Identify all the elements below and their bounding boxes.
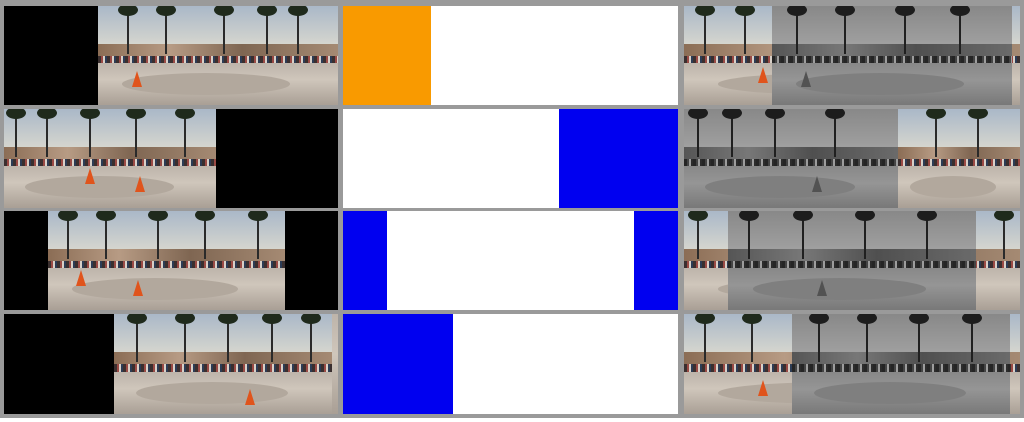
blue-mask-region — [634, 211, 678, 310]
skatepark-photo — [98, 6, 338, 105]
mask-row-4 — [343, 314, 678, 414]
white-mask-region — [387, 211, 634, 310]
black-fill — [4, 6, 98, 105]
skatepark-photo — [114, 314, 332, 414]
overlay-frame-row-4 — [684, 314, 1020, 414]
black-fill — [216, 109, 338, 208]
shifted-frame-row-1 — [4, 6, 338, 105]
black-fill — [4, 211, 48, 310]
mask-row-2 — [343, 109, 678, 208]
shifted-frame-row-3 — [4, 211, 338, 310]
skatepark-photo-edge — [332, 314, 338, 414]
blue-mask-region — [559, 109, 678, 208]
grayscale-overlay — [772, 6, 1012, 105]
blue-mask-region — [343, 314, 453, 414]
grayscale-overlay — [684, 109, 898, 208]
skatepark-photo — [898, 109, 1020, 208]
shifted-frame-row-4 — [4, 314, 338, 414]
skatepark-photo — [4, 109, 216, 208]
grayscale-overlay — [728, 211, 976, 310]
black-fill — [4, 314, 114, 414]
mask-row-3 — [343, 211, 678, 310]
white-mask-region — [453, 314, 678, 414]
overlay-frame-row-2 — [684, 109, 1020, 208]
black-fill — [285, 211, 338, 310]
shifted-frame-row-2 — [4, 109, 338, 208]
skatepark-photo — [48, 211, 285, 310]
mask-row-1 — [343, 6, 678, 105]
overlay-frame-row-3 — [684, 211, 1020, 310]
blue-mask-region — [343, 211, 387, 310]
overlay-frame-row-1 — [684, 6, 1020, 105]
grayscale-overlay — [792, 314, 1010, 414]
white-mask-region — [431, 6, 678, 105]
orange-mask-region — [343, 6, 431, 105]
white-mask-region — [343, 109, 559, 208]
